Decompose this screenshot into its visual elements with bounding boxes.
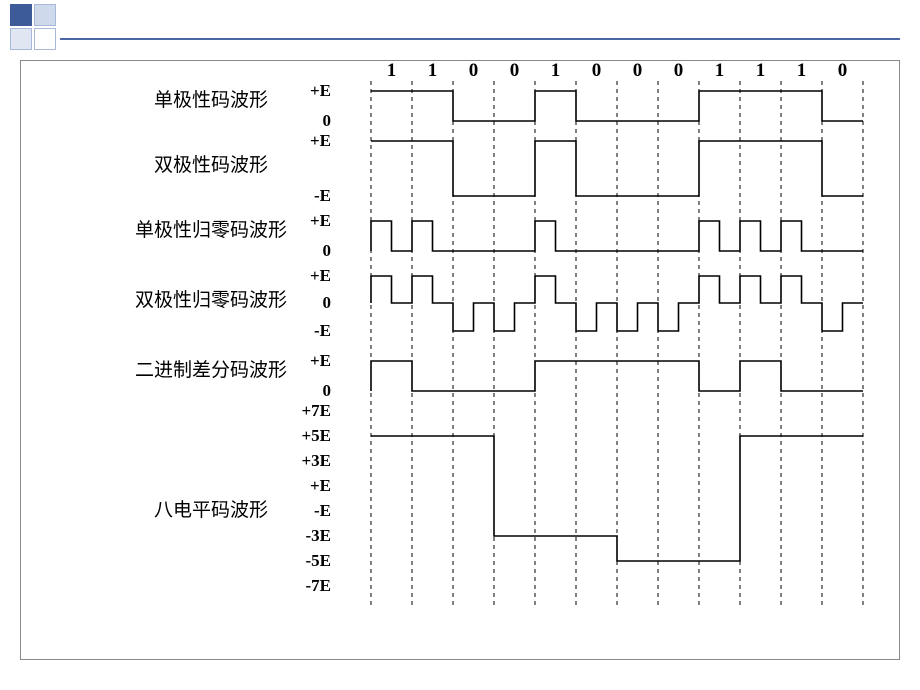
bit-label: 1 <box>551 61 561 81</box>
level-label: 0 <box>323 381 332 400</box>
diagram-container: 110010001110单极性码波形+E0双极性码波形+E-E单极性归零码波形+… <box>20 60 900 660</box>
level-label: 0 <box>323 111 332 130</box>
bit-label: 0 <box>469 61 479 81</box>
bit-label: 1 <box>715 61 725 81</box>
waveform-name: 双极性归零码波形 <box>135 289 287 311</box>
level-label: -7E <box>306 576 332 595</box>
bit-label: 0 <box>592 61 602 81</box>
level-label: +E <box>310 81 331 100</box>
level-label: -3E <box>306 526 332 545</box>
level-label: -E <box>314 321 331 340</box>
bit-label: 1 <box>428 61 438 81</box>
deco-square <box>10 4 32 26</box>
deco-square <box>34 4 56 26</box>
level-label: -5E <box>306 551 332 570</box>
bit-label: 0 <box>633 61 643 81</box>
level-label: -E <box>314 501 331 520</box>
level-label: +E <box>310 131 331 150</box>
slide-page: 110010001110单极性码波形+E0双极性码波形+E-E单极性归零码波形+… <box>0 0 920 690</box>
bit-label: 1 <box>797 61 807 81</box>
level-label: -E <box>314 186 331 205</box>
deco-line <box>60 38 900 40</box>
level-label: +E <box>310 351 331 370</box>
waveform-name: 二进制差分码波形 <box>135 359 287 381</box>
waveform-diagram: 110010001110单极性码波形+E0双极性码波形+E-E单极性归零码波形+… <box>21 61 901 641</box>
waveform-name: 双极性码波形 <box>154 154 268 176</box>
bit-label: 1 <box>387 61 397 81</box>
level-label: 0 <box>323 241 332 260</box>
level-label: +5E <box>301 426 331 445</box>
level-label: +E <box>310 211 331 230</box>
bit-label: 0 <box>510 61 520 81</box>
level-label: +7E <box>301 401 331 420</box>
level-label: +3E <box>301 451 331 470</box>
bit-label: 1 <box>756 61 766 81</box>
waveform-name: 单极性码波形 <box>154 89 268 111</box>
deco-square <box>34 28 56 50</box>
deco-square <box>10 28 32 50</box>
level-label: +E <box>310 476 331 495</box>
waveform-name: 单极性归零码波形 <box>135 219 287 241</box>
top-decoration <box>0 0 920 40</box>
bit-label: 0 <box>838 61 848 81</box>
bit-label: 0 <box>674 61 684 81</box>
waveform-name: 八电平码波形 <box>154 499 268 521</box>
level-label: 0 <box>323 293 332 312</box>
level-label: +E <box>310 266 331 285</box>
